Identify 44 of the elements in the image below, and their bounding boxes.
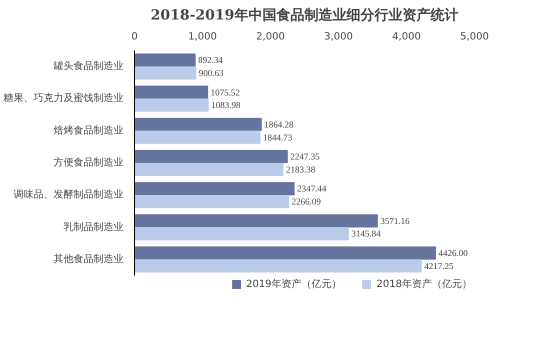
y-tick-label: 糖果、巧克力及蜜饯制造业 [4,92,124,104]
legend-label: 2018年资产（亿元） [376,278,472,291]
x-tick-label: 4,000 [392,32,421,42]
y-tick-label: 焙烤食品制造业 [54,124,124,136]
x-tick-label: 1,000 [188,32,217,42]
data-label: 1083.98 [211,100,241,110]
y-tick-label: 方便食品制造业 [54,156,124,168]
x-tick-label: 3,000 [324,32,353,42]
bar [134,86,208,99]
y-tick-label: 其他食品制造业 [54,252,124,265]
bar [134,259,422,272]
x-tick-label: 2,000 [256,32,285,42]
data-label: 892.34 [198,55,224,66]
bar [134,194,290,208]
data-label: 2247.35 [290,152,320,162]
data-label: 4217.25 [424,260,454,271]
bar [134,227,349,240]
data-label: 1075.52 [210,87,240,98]
bar [134,118,262,132]
data-label: 3571.16 [380,216,410,226]
data-label: 2347.44 [297,184,327,194]
bar [134,98,209,112]
x-tick-label: 0 [131,32,138,42]
legend-label: 2019年资产（亿元） [246,278,342,291]
y-tick-label: 乳制品制造业 [64,220,124,233]
bar [134,214,378,228]
bar [134,162,284,176]
data-label: 1864.28 [264,119,294,130]
data-label: 4426.00 [438,248,468,258]
bar [134,66,196,80]
bar [134,246,436,260]
chart-title: 2018-2019年中国食品制造业细分行业资产统计 [150,6,458,24]
data-label: 3145.84 [351,228,382,239]
data-label: 1844.73 [262,132,293,142]
data-label: 2183.38 [286,164,316,174]
y-tick-label: 罐头食品制造业 [54,60,124,72]
data-label: 2266.09 [292,196,322,207]
bar [134,150,288,164]
data-label: 900.63 [198,68,224,78]
x-tick-label: 5,000 [460,32,489,42]
y-tick-label: 调味品、发酵制品制造业 [14,188,124,201]
bar [134,130,260,144]
bar [134,54,196,67]
bar [134,182,295,196]
